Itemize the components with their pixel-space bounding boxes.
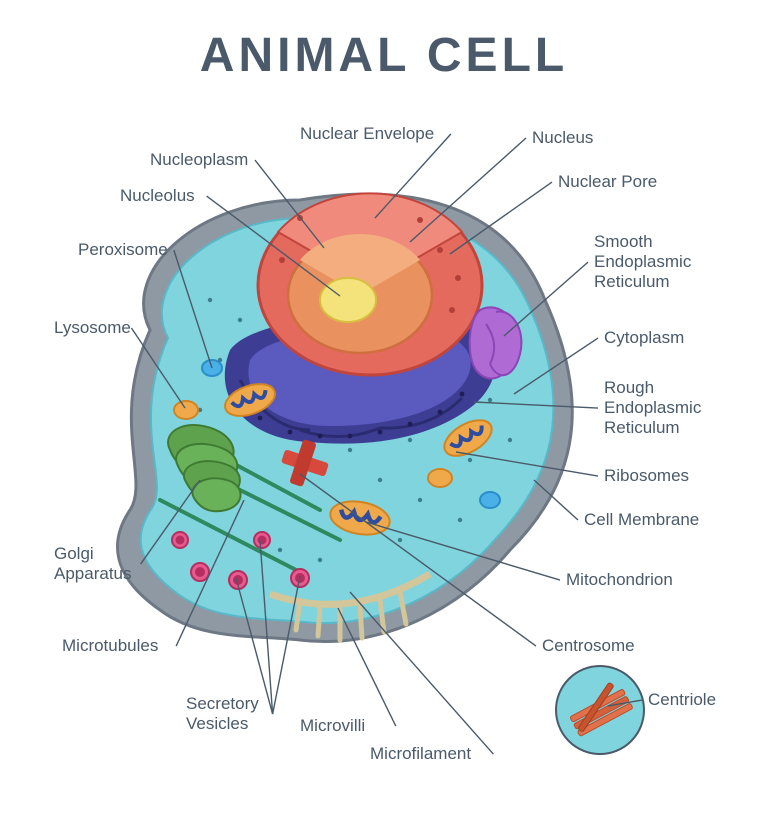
label-microvilli: Microvilli xyxy=(300,716,365,736)
label-nuclear_pore: Nuclear Pore xyxy=(558,172,657,192)
label-nuclear_envelope: Nuclear Envelope xyxy=(300,124,434,144)
label-cell_membrane: Cell Membrane xyxy=(584,510,699,530)
smooth-er-shape xyxy=(470,307,522,378)
label-centrosome: Centrosome xyxy=(542,636,635,656)
nucleus-shape xyxy=(258,193,482,375)
label-microfilament: Microfilament xyxy=(370,744,471,764)
label-ribosomes: Ribosomes xyxy=(604,466,689,486)
label-cytoplasm: Cytoplasm xyxy=(604,328,684,348)
label-mitochondrion: Mitochondrion xyxy=(566,570,673,590)
label-ser: Smooth Endoplasmic Reticulum xyxy=(594,232,691,292)
centriole-inset xyxy=(556,666,644,754)
label-golgi: Golgi Apparatus xyxy=(54,544,132,584)
label-microtubules: Microtubules xyxy=(62,636,158,656)
label-peroxisome: Peroxisome xyxy=(78,240,168,260)
label-lysosome: Lysosome xyxy=(54,318,131,338)
label-nucleoplasm: Nucleoplasm xyxy=(150,150,248,170)
label-secretory: Secretory Vesicles xyxy=(186,694,259,734)
diagram-stage: ANIMAL CELL xyxy=(0,0,768,832)
label-rer: Rough Endoplasmic Reticulum xyxy=(604,378,701,438)
label-nucleus: Nucleus xyxy=(532,128,593,148)
label-nucleolus: Nucleolus xyxy=(120,186,195,206)
label-centriole: Centriole xyxy=(648,690,716,710)
